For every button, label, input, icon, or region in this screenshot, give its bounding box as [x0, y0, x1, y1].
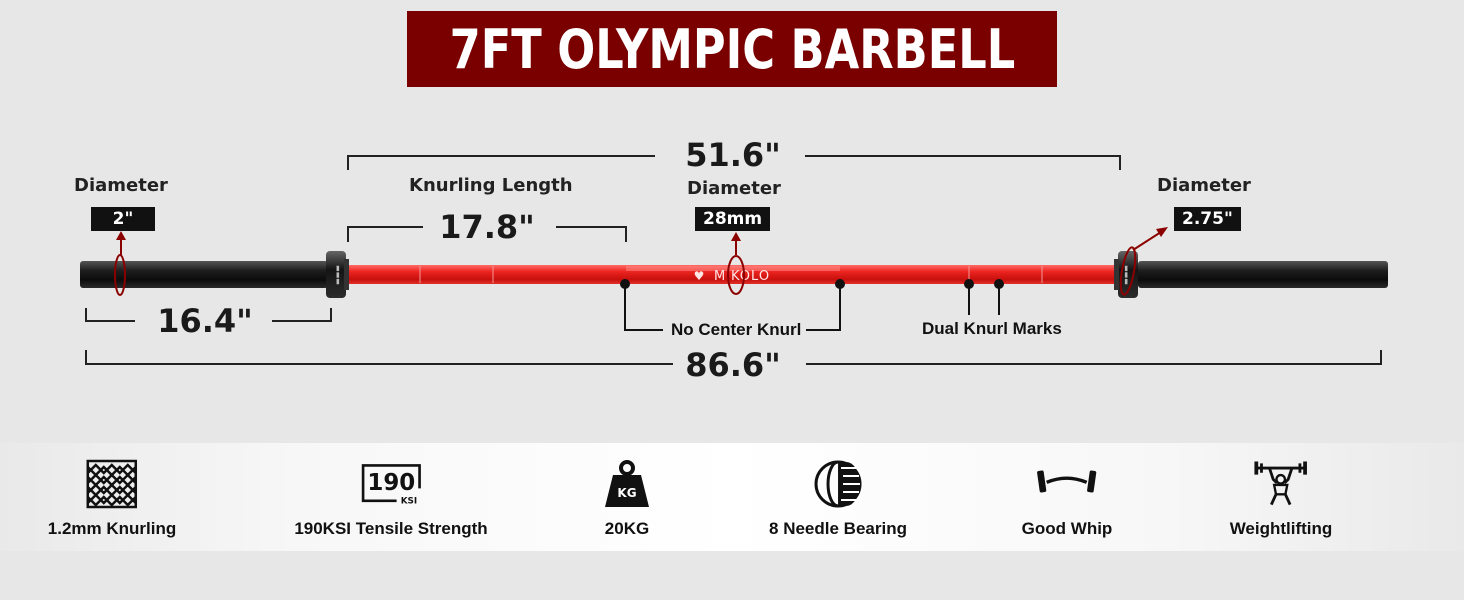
left-sleeve-diameter-tag: 2" — [91, 207, 155, 231]
feature-label: Good Whip — [1021, 519, 1113, 538]
feature-whip: Good Whip — [1021, 457, 1113, 539]
shaft-length-bracket-right — [805, 155, 1121, 170]
title-banner: 7FT OLYMPIC BARBELL — [407, 11, 1057, 87]
overall-length-value: 86.6" — [685, 346, 781, 384]
left-collar-ring — [344, 259, 349, 290]
feature-label: 1.2mm Knurling — [47, 519, 177, 538]
overall-length-bracket-right — [806, 350, 1382, 365]
shaft-length-bracket-left — [347, 155, 655, 170]
feature-label: 8 Needle Bearing — [769, 519, 907, 538]
needle-bearing-icon — [808, 457, 868, 511]
page-title: 7FT OLYMPIC BARBELL — [449, 17, 1015, 81]
weightlifter-icon — [1251, 457, 1311, 511]
left-sleeve — [80, 261, 328, 288]
right-collar-ring — [1114, 259, 1119, 290]
knurling-length-value: 17.8" — [439, 208, 535, 246]
feature-weight: KG 20KG — [597, 457, 657, 539]
right-diameter-label: Diameter — [1157, 175, 1251, 196]
right-diameter-arrowhead — [1156, 227, 1168, 237]
brand-name: MIKOLO — [714, 269, 770, 284]
feature-label: 190KSI Tensile Strength — [294, 519, 488, 538]
svg-text:190: 190 — [367, 470, 415, 496]
center-callout-line-right — [806, 284, 841, 331]
knurling-bracket-left — [347, 226, 423, 242]
sleeve-length-value: 16.4" — [157, 302, 253, 340]
barbell-diagram: ▬▬▬ ▬▬▬ ♥ MIKOLO — [80, 155, 1388, 365]
knurling-bracket-right — [556, 226, 627, 242]
feature-label: Weightlifting — [1229, 519, 1333, 538]
right-collar-diameter-tag: 2.75" — [1174, 207, 1241, 231]
right-collar-diameter-ring — [1119, 246, 1137, 296]
left-collar-mark: ▬▬▬ — [334, 265, 342, 285]
svg-text:KG: KG — [617, 486, 636, 500]
feature-needle-bearing: 8 Needle Bearing — [769, 457, 907, 539]
sleeve-bracket-right — [272, 308, 332, 322]
kettle-weight-icon: KG — [597, 457, 657, 511]
left-collar — [326, 251, 346, 298]
left-diameter-arrowhead — [116, 231, 126, 240]
center-smooth-zone — [626, 266, 840, 271]
tensile-strength-icon: 190 KSI — [361, 457, 421, 511]
knurling-length-label: Knurling Length — [409, 175, 573, 196]
dual-knurl-marks-label: Dual Knurl Marks — [922, 319, 1062, 338]
center-diameter-label: Diameter — [687, 178, 781, 199]
shaft-diameter-arrowhead — [731, 232, 741, 241]
left-diameter-label: Diameter — [74, 175, 168, 196]
right-collar-mark: ▬▬▬ — [1122, 265, 1130, 285]
right-diameter-arrow — [1132, 231, 1162, 251]
shaft-diameter-tag: 28mm — [695, 207, 771, 231]
bar-shaft — [340, 265, 1122, 284]
overall-length-bracket-left — [85, 350, 673, 365]
shaft-diameter-ring — [727, 255, 745, 295]
feature-knurling: 1.2mm Knurling — [48, 457, 176, 539]
feature-strip: 1.2mm Knurling 190 KSI 190KSI Tensile St… — [0, 443, 1464, 551]
knurling-pattern-icon — [82, 457, 142, 511]
center-callout-line-left — [624, 284, 663, 331]
no-center-knurl-label: No Center Knurl — [671, 320, 802, 339]
feature-weightlifting: Weightlifting — [1229, 457, 1333, 539]
sleeve-bracket-left — [85, 308, 135, 322]
right-sleeve — [1138, 261, 1388, 288]
feature-tensile-strength: 190 KSI 190KSI Tensile Strength — [294, 457, 488, 539]
heart-logo-icon: ♥ — [694, 269, 705, 283]
shaft-length-value: 51.6" — [685, 136, 781, 174]
feature-label: 20KG — [604, 519, 650, 538]
svg-text:KSI: KSI — [400, 496, 416, 506]
bending-bar-icon — [1037, 457, 1097, 511]
